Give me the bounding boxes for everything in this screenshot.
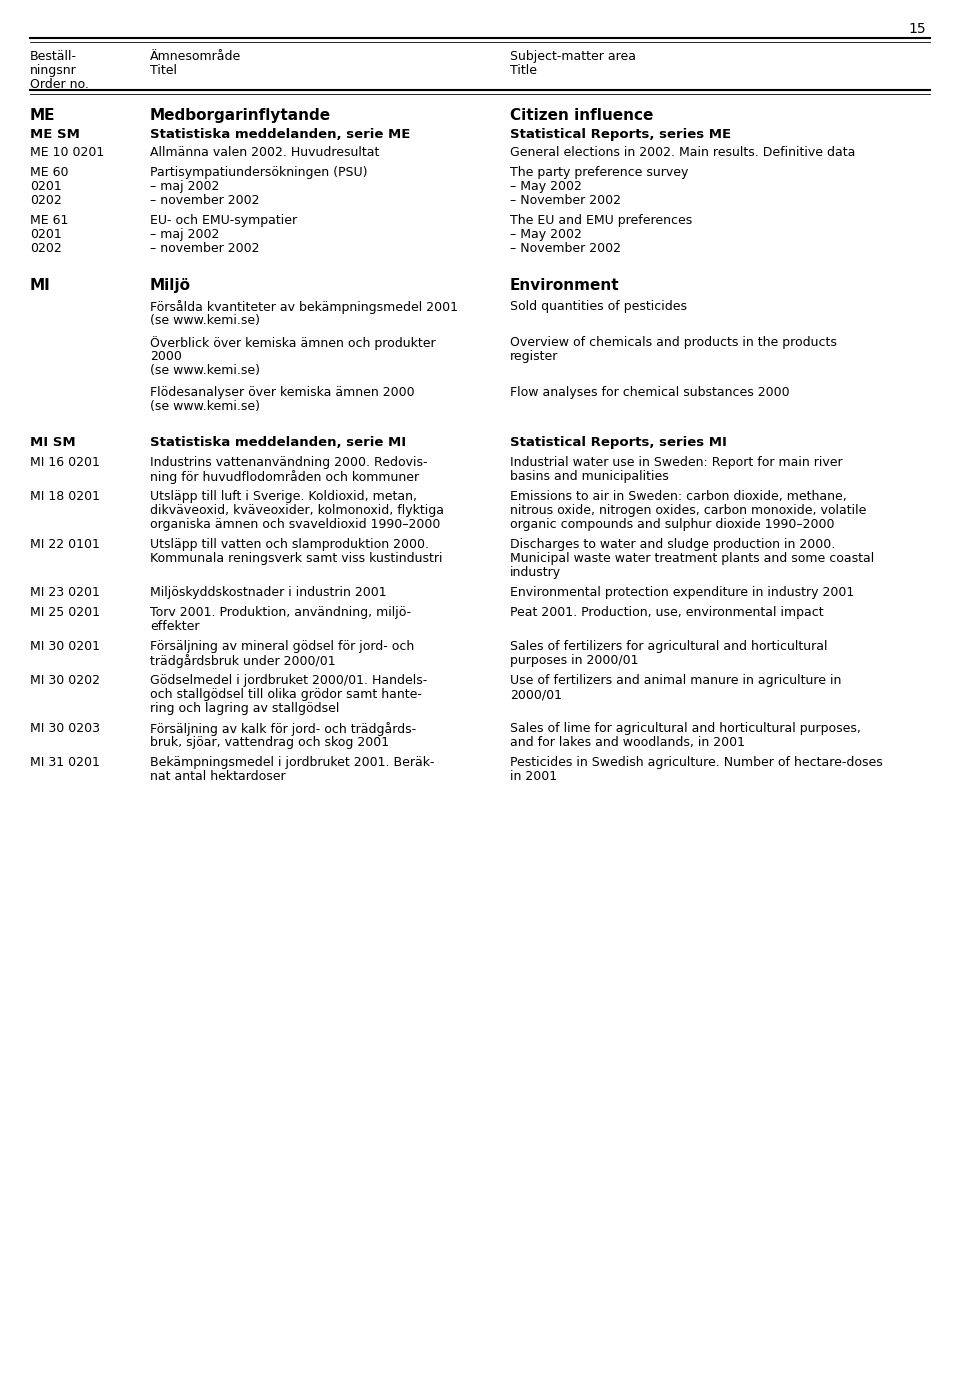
Text: Torv 2001. Produktion, användning, miljö-: Torv 2001. Produktion, användning, miljö… xyxy=(150,606,411,620)
Text: (se www.kemi.se): (se www.kemi.se) xyxy=(150,400,260,414)
Text: nat antal hektardoser: nat antal hektardoser xyxy=(150,769,286,783)
Text: – November 2002: – November 2002 xyxy=(510,194,621,207)
Text: – May 2002: – May 2002 xyxy=(510,180,582,192)
Text: Försäljning av mineral gödsel för jord- och: Försäljning av mineral gödsel för jord- … xyxy=(150,640,415,653)
Text: and for lakes and woodlands, in 2001: and for lakes and woodlands, in 2001 xyxy=(510,736,745,749)
Text: dikväveoxid, kväveoxider, kolmonoxid, flyktiga: dikväveoxid, kväveoxider, kolmonoxid, fl… xyxy=(150,504,444,517)
Text: Försäljning av kalk för jord- och trädgårds-: Försäljning av kalk för jord- och trädgå… xyxy=(150,721,416,736)
Text: Utsläpp till luft i Sverige. Koldioxid, metan,: Utsläpp till luft i Sverige. Koldioxid, … xyxy=(150,491,417,503)
Text: Industrins vattenanvändning 2000. Redovis-: Industrins vattenanvändning 2000. Redovi… xyxy=(150,456,427,469)
Text: MI 30 0202: MI 30 0202 xyxy=(30,675,100,687)
Text: ME 60: ME 60 xyxy=(30,166,68,179)
Text: MI SM: MI SM xyxy=(30,436,76,449)
Text: MI 25 0201: MI 25 0201 xyxy=(30,606,100,620)
Text: – maj 2002: – maj 2002 xyxy=(150,228,220,240)
Text: MI 23 0201: MI 23 0201 xyxy=(30,585,100,599)
Text: Order no.: Order no. xyxy=(30,78,89,91)
Text: 0202: 0202 xyxy=(30,242,61,256)
Text: Environment: Environment xyxy=(510,278,619,293)
Text: Statistiska meddelanden, serie ME: Statistiska meddelanden, serie ME xyxy=(150,128,410,142)
Text: Kommunala reningsverk samt viss kustindustri: Kommunala reningsverk samt viss kustindu… xyxy=(150,552,443,565)
Text: ring och lagring av stallgödsel: ring och lagring av stallgödsel xyxy=(150,702,340,714)
Text: purposes in 2000/01: purposes in 2000/01 xyxy=(510,654,638,666)
Text: nitrous oxide, nitrogen oxides, carbon monoxide, volatile: nitrous oxide, nitrogen oxides, carbon m… xyxy=(510,504,866,517)
Text: Titel: Titel xyxy=(150,65,177,77)
Text: Flow analyses for chemical substances 2000: Flow analyses for chemical substances 20… xyxy=(510,386,790,398)
Text: – maj 2002: – maj 2002 xyxy=(150,180,220,192)
Text: Beställ-: Beställ- xyxy=(30,49,77,63)
Text: – November 2002: – November 2002 xyxy=(510,242,621,256)
Text: effekter: effekter xyxy=(150,620,200,633)
Text: – november 2002: – november 2002 xyxy=(150,194,259,207)
Text: MI 30 0201: MI 30 0201 xyxy=(30,640,100,653)
Text: Sales of fertilizers for agricultural and horticultural: Sales of fertilizers for agricultural an… xyxy=(510,640,828,653)
Text: Gödselmedel i jordbruket 2000/01. Handels-: Gödselmedel i jordbruket 2000/01. Handel… xyxy=(150,675,427,687)
Text: Emissions to air in Sweden: carbon dioxide, methane,: Emissions to air in Sweden: carbon dioxi… xyxy=(510,491,847,503)
Text: Överblick över kemiska ämnen och produkter: Överblick över kemiska ämnen och produkt… xyxy=(150,337,436,350)
Text: Miljö: Miljö xyxy=(150,278,191,293)
Text: Discharges to water and sludge production in 2000.: Discharges to water and sludge productio… xyxy=(510,539,835,551)
Text: The EU and EMU preferences: The EU and EMU preferences xyxy=(510,214,692,227)
Text: 0201: 0201 xyxy=(30,228,61,240)
Text: Subject-matter area: Subject-matter area xyxy=(510,49,636,63)
Text: ning för huvudflodområden och kommuner: ning för huvudflodområden och kommuner xyxy=(150,470,420,484)
Text: basins and municipalities: basins and municipalities xyxy=(510,470,669,484)
Text: Miljöskyddskostnader i industrin 2001: Miljöskyddskostnader i industrin 2001 xyxy=(150,585,387,599)
Text: Medborgarinflytande: Medborgarinflytande xyxy=(150,109,331,124)
Text: Citizen influence: Citizen influence xyxy=(510,109,654,124)
Text: 15: 15 xyxy=(908,22,925,36)
Text: MI 31 0201: MI 31 0201 xyxy=(30,756,100,769)
Text: 0202: 0202 xyxy=(30,194,61,207)
Text: Bekämpningsmedel i jordbruket 2001. Beräk-: Bekämpningsmedel i jordbruket 2001. Berä… xyxy=(150,756,435,769)
Text: – november 2002: – november 2002 xyxy=(150,242,259,256)
Text: ME SM: ME SM xyxy=(30,128,80,142)
Text: Partisympatiundersökningen (PSU): Partisympatiundersökningen (PSU) xyxy=(150,166,368,179)
Text: – May 2002: – May 2002 xyxy=(510,228,582,240)
Text: 0201: 0201 xyxy=(30,180,61,192)
Text: Industrial water use in Sweden: Report for main river: Industrial water use in Sweden: Report f… xyxy=(510,456,843,469)
Text: Municipal waste water treatment plants and some coastal: Municipal waste water treatment plants a… xyxy=(510,552,875,565)
Text: Peat 2001. Production, use, environmental impact: Peat 2001. Production, use, environmenta… xyxy=(510,606,824,620)
Text: industry: industry xyxy=(510,566,562,578)
Text: Overview of chemicals and products in the products: Overview of chemicals and products in th… xyxy=(510,337,837,349)
Text: ME 61: ME 61 xyxy=(30,214,68,227)
Text: Environmental protection expenditure in industry 2001: Environmental protection expenditure in … xyxy=(510,585,854,599)
Text: MI 16 0201: MI 16 0201 xyxy=(30,456,100,469)
Text: Sales of lime for agricultural and horticultural purposes,: Sales of lime for agricultural and horti… xyxy=(510,721,861,735)
Text: och stallgödsel till olika grödor samt hante-: och stallgödsel till olika grödor samt h… xyxy=(150,688,421,701)
Text: Allmänna valen 2002. Huvudresultat: Allmänna valen 2002. Huvudresultat xyxy=(150,146,379,159)
Text: MI 30 0203: MI 30 0203 xyxy=(30,721,100,735)
Text: Försålda kvantiteter av bekämpningsmedel 2001: Försålda kvantiteter av bekämpningsmedel… xyxy=(150,300,458,315)
Text: (se www.kemi.se): (se www.kemi.se) xyxy=(150,364,260,376)
Text: MI 18 0201: MI 18 0201 xyxy=(30,491,100,503)
Text: Sold quantities of pesticides: Sold quantities of pesticides xyxy=(510,300,687,313)
Text: Ämnesområde: Ämnesområde xyxy=(150,49,241,63)
Text: bruk, sjöar, vattendrag och skog 2001: bruk, sjöar, vattendrag och skog 2001 xyxy=(150,736,389,749)
Text: in 2001: in 2001 xyxy=(510,769,557,783)
Text: EU- och EMU-sympatier: EU- och EMU-sympatier xyxy=(150,214,298,227)
Text: (se www.kemi.se): (se www.kemi.se) xyxy=(150,315,260,327)
Text: The party preference survey: The party preference survey xyxy=(510,166,688,179)
Text: Pesticides in Swedish agriculture. Number of hectare-doses: Pesticides in Swedish agriculture. Numbe… xyxy=(510,756,883,769)
Text: 2000: 2000 xyxy=(150,350,181,363)
Text: Statistiska meddelanden, serie MI: Statistiska meddelanden, serie MI xyxy=(150,436,406,449)
Text: Flödesanalyser över kemiska ämnen 2000: Flödesanalyser över kemiska ämnen 2000 xyxy=(150,386,415,398)
Text: Statistical Reports, series ME: Statistical Reports, series ME xyxy=(510,128,732,142)
Text: ME: ME xyxy=(30,109,56,124)
Text: Title: Title xyxy=(510,65,537,77)
Text: register: register xyxy=(510,350,559,363)
Text: ME 10 0201: ME 10 0201 xyxy=(30,146,105,159)
Text: Use of fertilizers and animal manure in agriculture in: Use of fertilizers and animal manure in … xyxy=(510,675,841,687)
Text: trädgårdsbruk under 2000/01: trädgårdsbruk under 2000/01 xyxy=(150,654,336,668)
Text: organic compounds and sulphur dioxide 1990–2000: organic compounds and sulphur dioxide 19… xyxy=(510,518,834,530)
Text: ningsnr: ningsnr xyxy=(30,65,77,77)
Text: MI: MI xyxy=(30,278,51,293)
Text: Utsläpp till vatten och slamproduktion 2000.: Utsläpp till vatten och slamproduktion 2… xyxy=(150,539,429,551)
Text: General elections in 2002. Main results. Definitive data: General elections in 2002. Main results.… xyxy=(510,146,855,159)
Text: 2000/01: 2000/01 xyxy=(510,688,562,701)
Text: organiska ämnen och svaveldioxid 1990–2000: organiska ämnen och svaveldioxid 1990–20… xyxy=(150,518,441,530)
Text: Statistical Reports, series MI: Statistical Reports, series MI xyxy=(510,436,727,449)
Text: MI 22 0101: MI 22 0101 xyxy=(30,539,100,551)
